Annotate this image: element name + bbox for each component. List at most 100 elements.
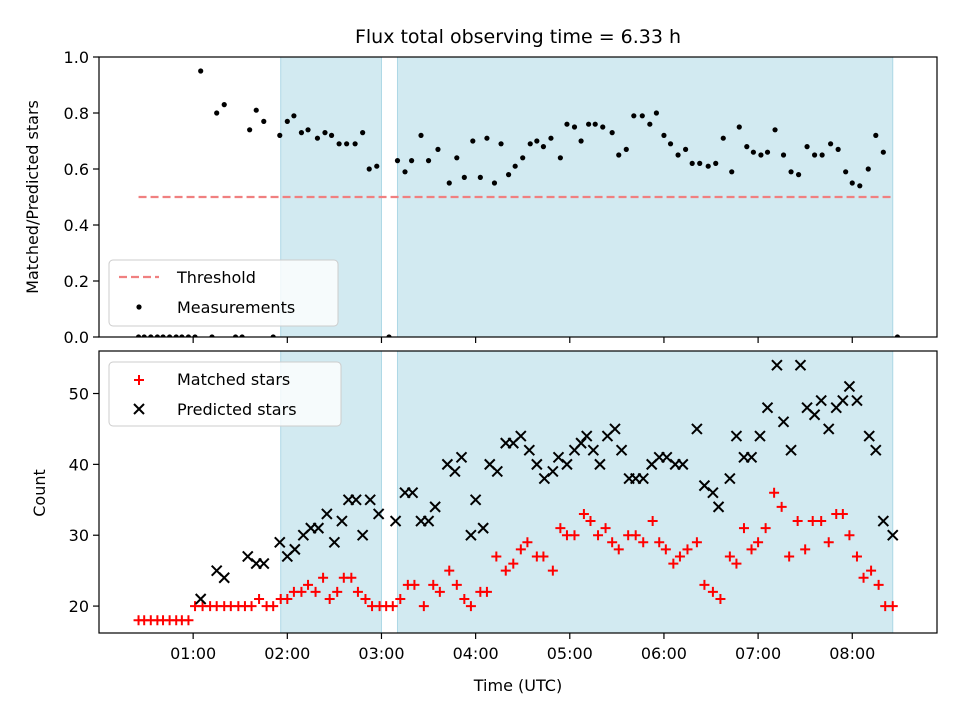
measurement-point xyxy=(374,163,380,169)
matched-star-marker xyxy=(465,601,476,612)
measurement-point xyxy=(697,160,703,166)
measurement-point xyxy=(305,127,311,133)
matched-star-marker xyxy=(515,544,526,555)
predicted-star-marker xyxy=(794,359,807,371)
y-tick-label: 1.0 xyxy=(64,48,89,67)
predicted-star-marker xyxy=(449,465,461,478)
predicted-star-marker xyxy=(691,423,703,435)
matched-star-marker xyxy=(613,544,624,555)
matched-star-marker xyxy=(318,572,329,583)
x-tick-label: 05:00 xyxy=(547,644,593,663)
matched-star-marker xyxy=(303,579,314,590)
measurement-point xyxy=(772,127,778,133)
matched-star-marker xyxy=(500,565,511,576)
matched-star-marker xyxy=(760,523,771,534)
predicted-star-marker xyxy=(877,515,890,527)
measurement-point xyxy=(548,135,554,141)
x-tick-label: 04:00 xyxy=(453,644,499,663)
legend-matched-label: Matched stars xyxy=(177,370,290,389)
matched-star-marker xyxy=(310,586,321,597)
measurement-point xyxy=(366,166,372,172)
matched-star-marker xyxy=(844,530,855,541)
y-tick-label: 20 xyxy=(69,597,89,616)
predicted-star-marker xyxy=(785,444,797,456)
matched-star-marker xyxy=(254,593,265,604)
measurement-point xyxy=(578,138,584,144)
measurement-point xyxy=(857,183,863,189)
measurement-point xyxy=(360,130,366,136)
predicted-star-marker xyxy=(531,458,543,471)
measurement-point xyxy=(394,158,401,164)
measurement-point xyxy=(571,124,578,130)
matched-star-marker xyxy=(246,601,257,612)
predicted-star-marker xyxy=(707,487,719,499)
matched-star-marker xyxy=(851,551,862,562)
predicted-star-marker xyxy=(637,472,649,485)
matched-star-marker xyxy=(823,537,834,548)
measurement-point xyxy=(527,141,533,147)
y-tick-label: 40 xyxy=(69,455,89,474)
measurement-point xyxy=(261,118,267,124)
matched-star-marker xyxy=(387,601,398,612)
matched-star-marker xyxy=(444,565,455,576)
x-tick-label: 07:00 xyxy=(735,644,781,663)
measurement-point xyxy=(336,141,342,147)
x-axis-label: Time (UTC) xyxy=(473,676,562,695)
measurement-point xyxy=(154,334,160,337)
matched-star-marker xyxy=(668,558,679,569)
legend-matched-swatch xyxy=(134,375,144,385)
measurement-point xyxy=(247,127,253,133)
matched-star-marker xyxy=(858,572,869,583)
measurement-point xyxy=(270,334,276,337)
measurement-point xyxy=(232,334,239,337)
measurement-point xyxy=(314,135,321,141)
measurement-point xyxy=(873,132,879,138)
matched-star-marker xyxy=(837,508,848,519)
predicted-star-marker xyxy=(863,430,875,442)
matched-star-marker xyxy=(352,586,363,597)
measurement-point xyxy=(209,334,215,337)
predicted-star-marker xyxy=(815,394,827,407)
measurement-point xyxy=(835,146,841,152)
measurement-point xyxy=(477,174,483,180)
matched-star-marker xyxy=(607,537,618,548)
matched-star-marker xyxy=(638,537,649,548)
measurement-point xyxy=(534,138,540,144)
legend-box xyxy=(108,259,339,327)
matched-star-marker xyxy=(459,593,470,604)
measurement-point xyxy=(880,149,886,155)
y-tick-label: 50 xyxy=(69,385,89,404)
predicted-star-marker xyxy=(724,472,736,485)
panel-data xyxy=(133,359,899,626)
predicted-star-marker xyxy=(851,394,863,407)
measurement-point xyxy=(736,124,742,130)
measurement-point xyxy=(729,169,735,175)
matched-star-marker xyxy=(268,601,279,612)
predicted-star-marker xyxy=(887,529,899,541)
measurement-point xyxy=(322,130,328,136)
predicted-star-marker xyxy=(364,494,376,506)
measurement-point xyxy=(819,152,825,158)
legend-measurements-label: Measurements xyxy=(177,298,295,317)
predicted-star-marker xyxy=(372,508,385,520)
measurement-point xyxy=(758,152,764,158)
legend-predicted-swatch xyxy=(133,403,145,415)
predicted-star-marker xyxy=(429,501,441,513)
predicted-star-marker xyxy=(356,529,369,541)
matched-star-marker xyxy=(491,551,502,562)
matched-star-marker xyxy=(769,487,780,498)
predicted-star-marker xyxy=(406,487,419,499)
measurement-point xyxy=(284,118,290,124)
predicted-star-marker xyxy=(712,501,725,513)
matched-star-marker xyxy=(555,523,566,534)
matched-star-marker xyxy=(481,586,492,597)
measurement-point xyxy=(713,160,719,166)
x-tick-label: 01:00 xyxy=(170,644,216,663)
x-tick-label: 03:00 xyxy=(358,644,404,663)
measurement-point xyxy=(277,132,283,138)
predicted-star-marker xyxy=(336,515,348,527)
predicted-star-marker xyxy=(274,536,286,549)
axes-frame xyxy=(98,56,938,338)
matched-star-marker xyxy=(887,601,898,612)
